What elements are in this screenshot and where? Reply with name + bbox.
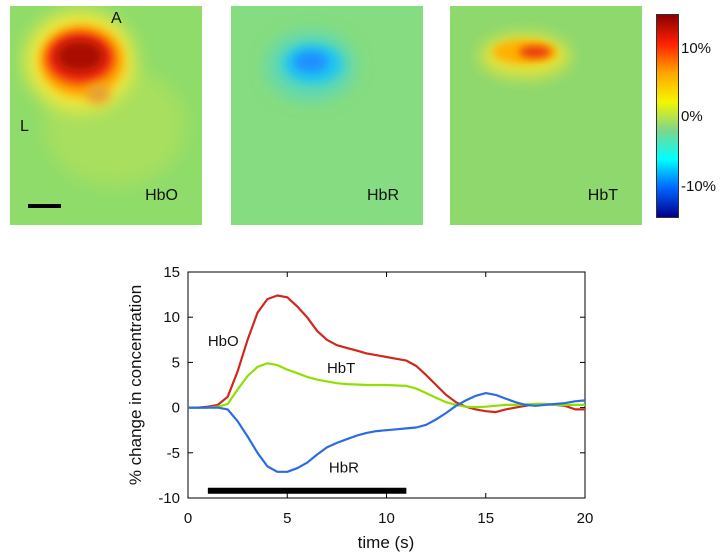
hbr-map-panel: HbR: [231, 6, 423, 225]
y-tick-label: 0: [172, 400, 180, 417]
series-label-hbt: HbT: [327, 360, 355, 377]
x-tick-label: 20: [577, 510, 594, 527]
y-tick-label: 15: [163, 264, 180, 281]
hbt-map-panel: HbT: [450, 6, 642, 225]
hbo-panel-label: HbO: [145, 187, 178, 204]
x-tick-label: 5: [283, 510, 291, 527]
hbr-map-image: [231, 6, 423, 225]
axis-ticks: 0 5 10 15 20 15 10 5 0 -5 -10: [158, 264, 593, 527]
series-label-hbo: HbO: [208, 333, 239, 350]
series-label-hbr: HbR: [329, 460, 359, 477]
hbt-map-image: [450, 6, 642, 225]
x-axis-label: time (s): [358, 533, 415, 552]
series-line-hbt: [188, 362, 585, 409]
anterior-label: A: [111, 10, 122, 27]
series-layer: [188, 294, 586, 473]
scale-bar: [28, 204, 61, 208]
colorbar-tick-mid: 0%: [681, 108, 703, 125]
y-tick-label: -5: [167, 445, 180, 462]
hbr-panel-label: HbR: [366, 187, 399, 204]
x-tick-label: 10: [378, 510, 395, 527]
x-tick-label: 15: [477, 510, 494, 527]
x-tick-label: 0: [184, 510, 192, 527]
y-tick-label: 5: [172, 354, 180, 371]
series-line-hbr: [188, 392, 586, 473]
colorbar-tick-top: 10%: [681, 40, 712, 57]
colorbar-tick-bottom: -10%: [681, 178, 717, 195]
series-line-hbo: [188, 294, 585, 414]
lateral-label: L: [20, 118, 29, 135]
colorbar: [656, 14, 679, 218]
series-labels: HbO HbT HbR: [208, 333, 359, 477]
y-tick-label: -10: [158, 490, 180, 507]
hbo-map-panel: A L HbO: [10, 6, 202, 225]
y-tick-label: 10: [163, 309, 180, 326]
hbt-panel-label: HbT: [587, 187, 618, 204]
y-axis-label: % change in concentration: [126, 285, 145, 485]
hbo-map-image: [10, 6, 202, 225]
